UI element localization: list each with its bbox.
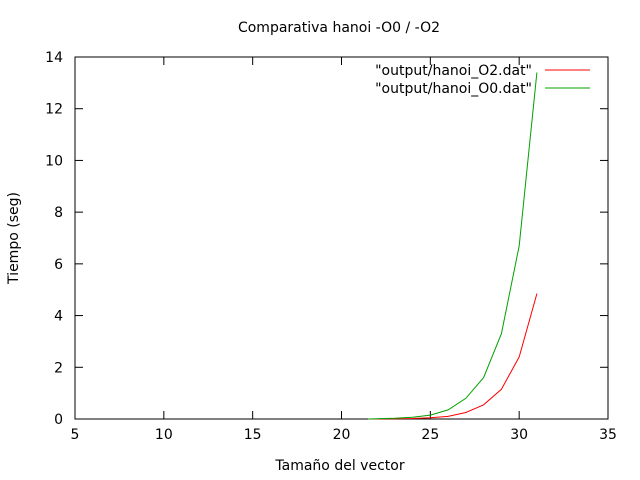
- x-axis-label: Tamaño del vector: [274, 458, 404, 474]
- chart-title: Comparativa hanoi -O0 / -O2: [238, 20, 440, 36]
- series-line: [368, 72, 538, 420]
- y-tick-label: 10: [45, 153, 63, 169]
- x-tick-label: 35: [599, 427, 617, 443]
- legend: "output/hanoi_O2.dat" "output/hanoi_O0.da…: [375, 63, 590, 97]
- y-tick-label: 0: [54, 412, 63, 428]
- y-tick-label: 12: [45, 102, 63, 118]
- y-tick-label: 4: [54, 309, 63, 325]
- series-line: [368, 293, 538, 420]
- y-axis-label: Tiempo (seg): [6, 192, 22, 285]
- series-lines: [368, 72, 538, 420]
- legend-label: "output/hanoi_O2.dat": [375, 63, 532, 79]
- x-tick-label: 5: [71, 427, 80, 443]
- y-tick-label: 6: [54, 257, 63, 273]
- y-tick-label: 14: [45, 50, 63, 66]
- x-tick-label: 25: [421, 427, 439, 443]
- x-tick-label: 20: [333, 427, 351, 443]
- x-tick-label: 10: [155, 427, 173, 443]
- y-tick-label: 2: [54, 360, 63, 376]
- x-tick-label: 30: [510, 427, 528, 443]
- axis-ticks: 5 10 15 20 25 30 35 0 2 4 6 8 10 12 14: [45, 50, 617, 443]
- x-tick-label: 15: [244, 427, 262, 443]
- y-tick-label: 8: [54, 205, 63, 221]
- legend-label: "output/hanoi_O0.dat": [375, 81, 532, 97]
- plot-frame: [74, 56, 609, 420]
